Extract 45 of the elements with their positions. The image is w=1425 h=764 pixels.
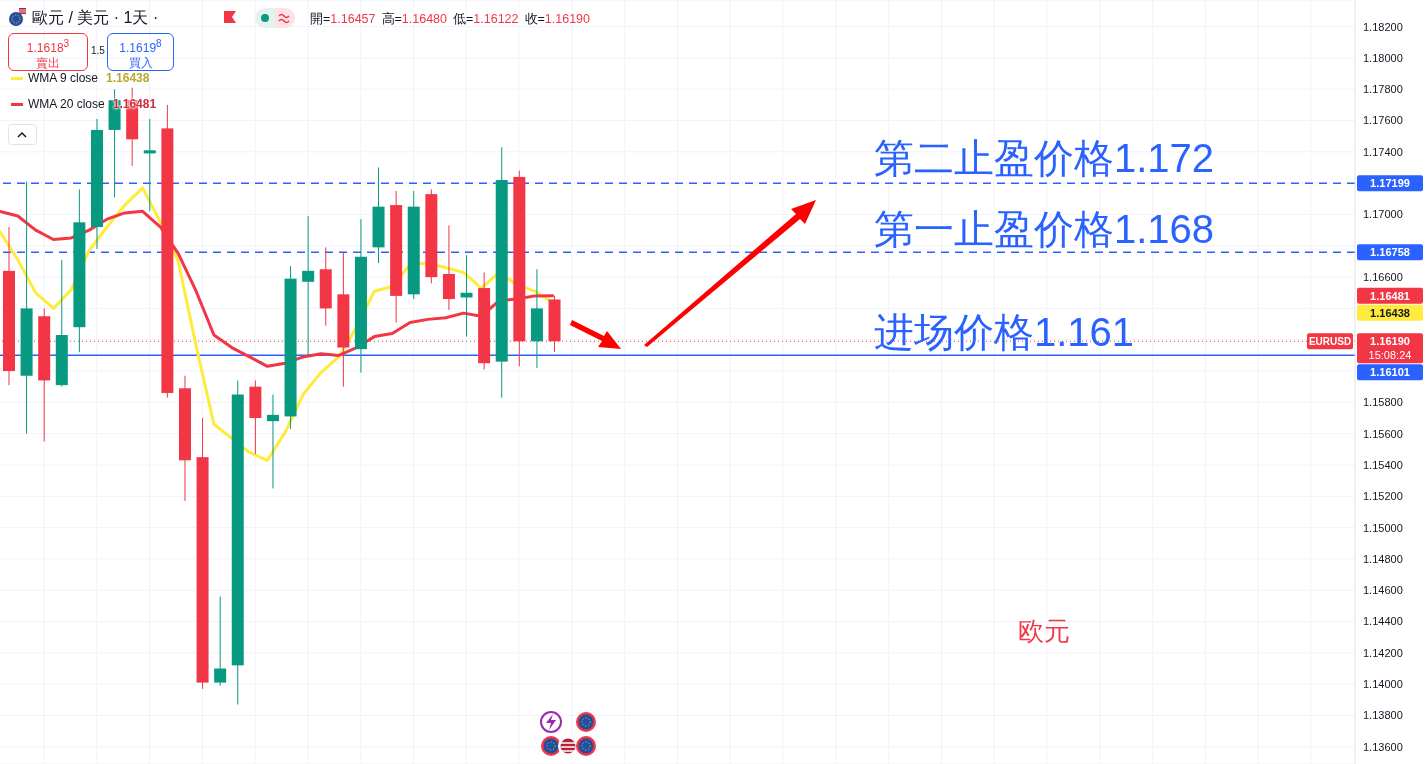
candlestick	[266, 394, 279, 489]
legend-label: WMA 20 close	[28, 96, 105, 112]
y-tick-label: 1.17800	[1363, 83, 1403, 96]
text: 歐元 / 美元 · 1天 ·	[32, 8, 159, 28]
annotation: 1.5	[91, 45, 105, 56]
y-tick-label: 1.15800	[1363, 396, 1403, 409]
y-tick-label: 1.18200	[1363, 20, 1403, 33]
ref-line-label: 1.16758	[1370, 246, 1410, 259]
legend-label: WMA 9 close	[28, 70, 99, 86]
annotation: 进场价格1.161	[874, 309, 1135, 356]
annotation: 欧元	[1018, 616, 1070, 648]
ref-line-label: 1.17199	[1370, 177, 1410, 190]
y-tick-label: 1.17400	[1363, 145, 1403, 158]
text: 開=1.16457 高=1.16480 低=1.16122 收=1.16190	[310, 12, 590, 26]
candlestick	[214, 595, 227, 687]
y-tick-label: 1.18000	[1363, 51, 1403, 64]
y-tick-label: 1.15200	[1363, 490, 1403, 503]
y-tick-label: 1.14200	[1363, 646, 1403, 659]
annotation: 1.16438	[106, 70, 150, 86]
y-tick-label: 1.14600	[1363, 584, 1403, 597]
ref-line-label: 1.16190	[1370, 335, 1410, 348]
y-tick-label: 1.15400	[1363, 458, 1403, 471]
y-tick-label: 1.14000	[1363, 678, 1403, 691]
annotation: 賣出	[35, 56, 61, 71]
annotation: EURUSD	[1308, 336, 1352, 348]
annotation: 第一止盈价格1.168	[874, 206, 1215, 253]
y-tick-label: 1.16600	[1363, 271, 1403, 284]
y-tick-label: 1.15600	[1363, 427, 1403, 440]
y-tick-label: 1.13600	[1363, 740, 1403, 753]
annotation: 1.1618$^{3}$	[26, 38, 70, 55]
y-tick-label: 1.17000	[1363, 208, 1403, 221]
annotation: 第二止盈价格1.172	[874, 135, 1215, 182]
text: 1.16481	[1370, 289, 1410, 302]
text: 1.16438	[1370, 306, 1410, 319]
candlestick	[302, 215, 315, 356]
annotation: 1.1619$^{8}$	[119, 38, 162, 55]
text: 15:08:24	[1368, 349, 1412, 362]
y-tick-label: 1.15000	[1363, 521, 1403, 534]
candlestick	[143, 118, 156, 212]
y-tick-label: 1.14800	[1363, 552, 1403, 565]
ref-line-label: 1.16101	[1370, 366, 1410, 379]
annotation: 買入	[127, 56, 154, 71]
y-tick-label: 1.13800	[1363, 709, 1403, 722]
y-tick-label: 1.14400	[1363, 615, 1403, 628]
y-tick-label: 1.17600	[1363, 114, 1403, 127]
